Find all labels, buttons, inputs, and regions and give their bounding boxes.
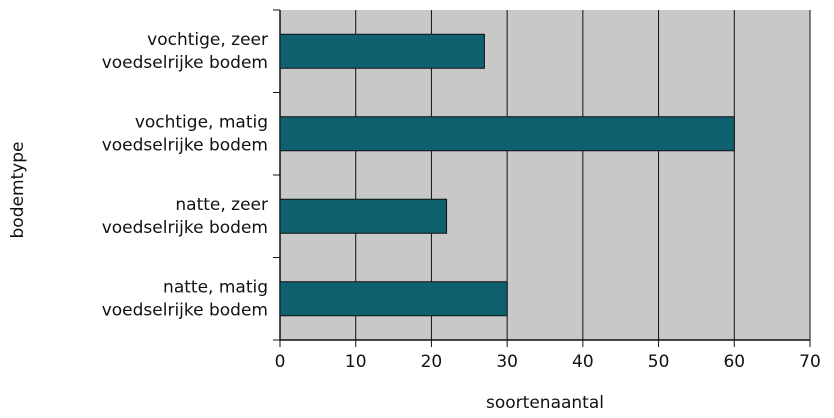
x-tick-label: 70	[799, 352, 821, 372]
y-tick-label: vochtige, zeer	[147, 30, 268, 50]
y-tick-label: natte, matig	[163, 277, 268, 297]
y-tick-label: voedselrijke bodem	[102, 218, 268, 238]
y-tick-label: voedselrijke bodem	[102, 300, 268, 320]
y-axis-label: bodemtype	[8, 142, 28, 239]
x-tick-label: 20	[421, 352, 443, 372]
x-tick-label: 50	[648, 352, 670, 372]
y-tick-label: voedselrijke bodem	[102, 53, 268, 73]
y-tick-label: natte, zeer	[175, 195, 268, 215]
y-tick-label: voedselrijke bodem	[102, 135, 268, 155]
bar	[279, 33, 485, 69]
bar	[279, 281, 508, 317]
x-tick-label: 30	[496, 352, 518, 372]
bar	[279, 116, 735, 152]
x-tick-label: 0	[275, 352, 286, 372]
x-tick-label: 40	[572, 352, 594, 372]
bar	[279, 198, 448, 234]
x-tick-label: 10	[345, 352, 367, 372]
x-tick-label: 60	[723, 352, 745, 372]
y-tick-label: vochtige, matig	[135, 112, 268, 132]
x-axis-label: soortenaantal	[486, 393, 604, 413]
